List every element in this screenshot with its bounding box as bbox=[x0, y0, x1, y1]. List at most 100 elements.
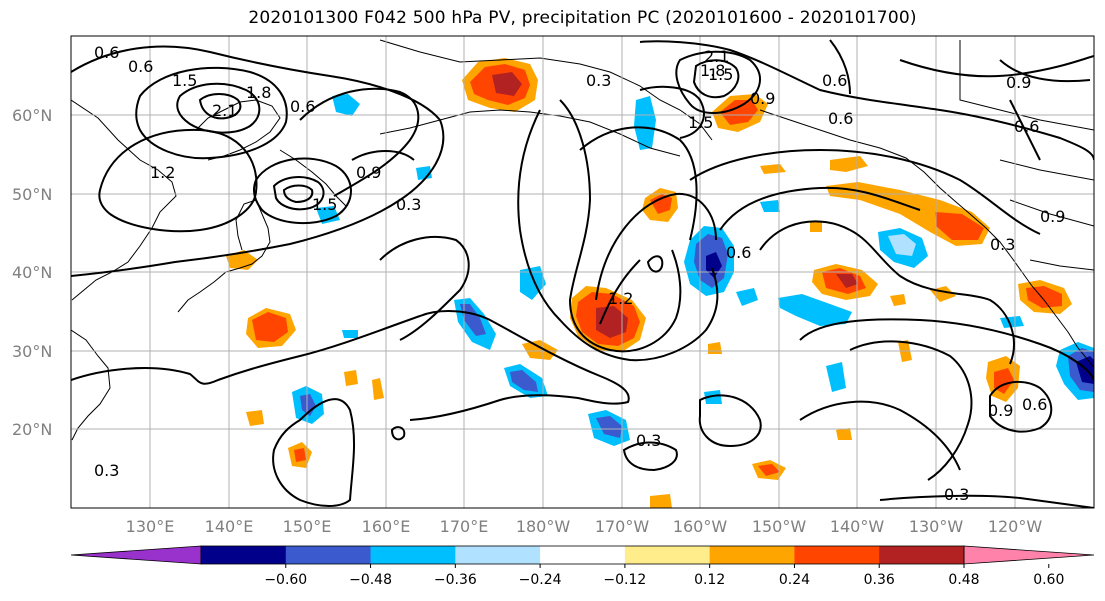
pv-contour bbox=[759, 220, 1015, 365]
pv-contour-label: 0.9 bbox=[1040, 207, 1065, 226]
precip-blob bbox=[316, 206, 340, 224]
precip-blob bbox=[704, 390, 722, 404]
precip-blob bbox=[836, 274, 858, 288]
colorbar-tick-label: 0.12 bbox=[694, 572, 725, 588]
colorbar-tick-label: 0.48 bbox=[948, 572, 979, 588]
pv-contour bbox=[879, 494, 1094, 508]
pv-contour bbox=[299, 87, 420, 197]
precip-blob bbox=[830, 156, 868, 172]
pv-contour bbox=[390, 426, 406, 441]
lon-label: 160°E bbox=[362, 517, 411, 536]
precip-blob bbox=[650, 494, 672, 508]
map-frame bbox=[70, 35, 1095, 509]
pv-contour-label: 0.6 bbox=[726, 243, 751, 262]
lat-label: 50°N bbox=[12, 185, 52, 204]
colorbar-swatch bbox=[709, 546, 795, 564]
colorbar-swatch bbox=[540, 546, 626, 564]
pv-contour bbox=[272, 176, 325, 211]
pv-contour-label: 0.3 bbox=[396, 195, 421, 214]
lon-label: 130°E bbox=[126, 517, 175, 536]
precip-blob bbox=[252, 312, 288, 342]
colorbar-tick-label: −0.60 bbox=[264, 572, 307, 588]
pv-contour-label: 0.6 bbox=[822, 71, 847, 90]
pv-contour bbox=[595, 192, 717, 301]
pv-contour bbox=[517, 109, 719, 362]
pv-contour-label: 0.3 bbox=[94, 461, 119, 480]
precip-blob bbox=[596, 416, 622, 438]
pv-contour bbox=[253, 157, 352, 225]
lat-label: 30°N bbox=[12, 342, 52, 361]
pv-contour-label: 2.1 bbox=[704, 47, 729, 66]
pv-contour bbox=[1009, 99, 1041, 161]
precip-blob bbox=[736, 288, 758, 306]
colorbar-frame bbox=[200, 545, 965, 565]
precip-blob bbox=[634, 96, 656, 150]
precip-shading bbox=[226, 58, 1094, 508]
lon-label: 170°E bbox=[440, 517, 489, 536]
pv-contour bbox=[622, 441, 678, 472]
coastline-aleutians bbox=[379, 109, 681, 157]
colorbar-swatch bbox=[794, 546, 880, 564]
lon-label: 140°E bbox=[205, 517, 254, 536]
colorbar-tick-label: 0.60 bbox=[1033, 572, 1064, 588]
lat-labels: 60°N 50°N 40°N 30°N 20°N bbox=[12, 106, 52, 439]
coastlines bbox=[71, 39, 1094, 441]
pv-contour-labels: 0.6 0.6 1.5 2.1 1.8 0.6 1.2 0.9 1.5 0.3 … bbox=[94, 43, 1065, 504]
pv-contour bbox=[379, 236, 470, 341]
precip-blob bbox=[520, 266, 546, 300]
precip-blob bbox=[826, 362, 846, 392]
precip-blob bbox=[294, 448, 306, 462]
precip-blob bbox=[492, 72, 522, 96]
precip-blob bbox=[510, 370, 538, 392]
map-content: 0.6 0.6 1.5 2.1 1.8 0.6 1.2 0.9 1.5 0.3 … bbox=[71, 36, 1094, 508]
pv-contour-label: 1.8 bbox=[700, 61, 725, 80]
pv-contour bbox=[675, 50, 761, 114]
pv-contour bbox=[272, 398, 356, 507]
precip-blob bbox=[720, 100, 758, 125]
pv-contour bbox=[71, 310, 630, 421]
lon-label: 120°W bbox=[988, 517, 1043, 536]
pv-contour-label: 0.3 bbox=[944, 485, 969, 504]
pv-contour bbox=[799, 400, 961, 471]
pv-contour-label: 1.2 bbox=[150, 163, 175, 182]
lon-label: 180°W bbox=[516, 517, 571, 536]
pv-contour bbox=[692, 59, 740, 99]
pv-contour-label: 0.9 bbox=[988, 401, 1013, 420]
pv-contour bbox=[829, 39, 851, 95]
coastline-canada bbox=[759, 109, 1094, 369]
lon-label: 140°W bbox=[830, 517, 885, 536]
pv-contour bbox=[282, 184, 314, 204]
pv-contour-label: 0.6 bbox=[290, 97, 315, 116]
colorbar-extend-max bbox=[963, 545, 1095, 565]
precip-blob bbox=[650, 194, 672, 214]
pv-contour bbox=[176, 82, 261, 134]
pv-contour-label: 0.9 bbox=[750, 89, 775, 108]
pv-contour bbox=[135, 66, 288, 160]
pv-contour-label: 1.5 bbox=[708, 65, 733, 84]
pv-contour-label: 1.2 bbox=[608, 289, 633, 308]
precip-blob bbox=[758, 464, 780, 476]
pv-contour-label: 0.6 bbox=[828, 109, 853, 128]
pv-contour-label: 0.6 bbox=[94, 43, 119, 62]
pv-contours bbox=[71, 39, 1094, 508]
colorbar-tick-label: −0.48 bbox=[349, 572, 392, 588]
colorbar-tick-label: −0.12 bbox=[603, 572, 646, 588]
lon-label: 130°W bbox=[909, 517, 964, 536]
pv-contour bbox=[351, 150, 415, 161]
pv-contour bbox=[989, 380, 1053, 433]
pv-contour-label: 0.9 bbox=[356, 163, 381, 182]
precip-blob bbox=[888, 234, 916, 256]
colorbar-swatch bbox=[285, 546, 372, 564]
lon-label: 150°E bbox=[283, 517, 332, 536]
pv-contour bbox=[639, 40, 1094, 161]
pv-contour bbox=[999, 59, 1091, 83]
pv-contour bbox=[579, 126, 698, 241]
lon-label: 160°W bbox=[673, 517, 728, 536]
precip-blob bbox=[708, 342, 722, 354]
colorbar-tick-label: −0.24 bbox=[519, 572, 562, 588]
coastline-asia bbox=[71, 329, 111, 441]
pv-contour bbox=[599, 259, 641, 325]
lat-label: 40°N bbox=[12, 263, 52, 282]
precip-blob bbox=[890, 294, 906, 306]
